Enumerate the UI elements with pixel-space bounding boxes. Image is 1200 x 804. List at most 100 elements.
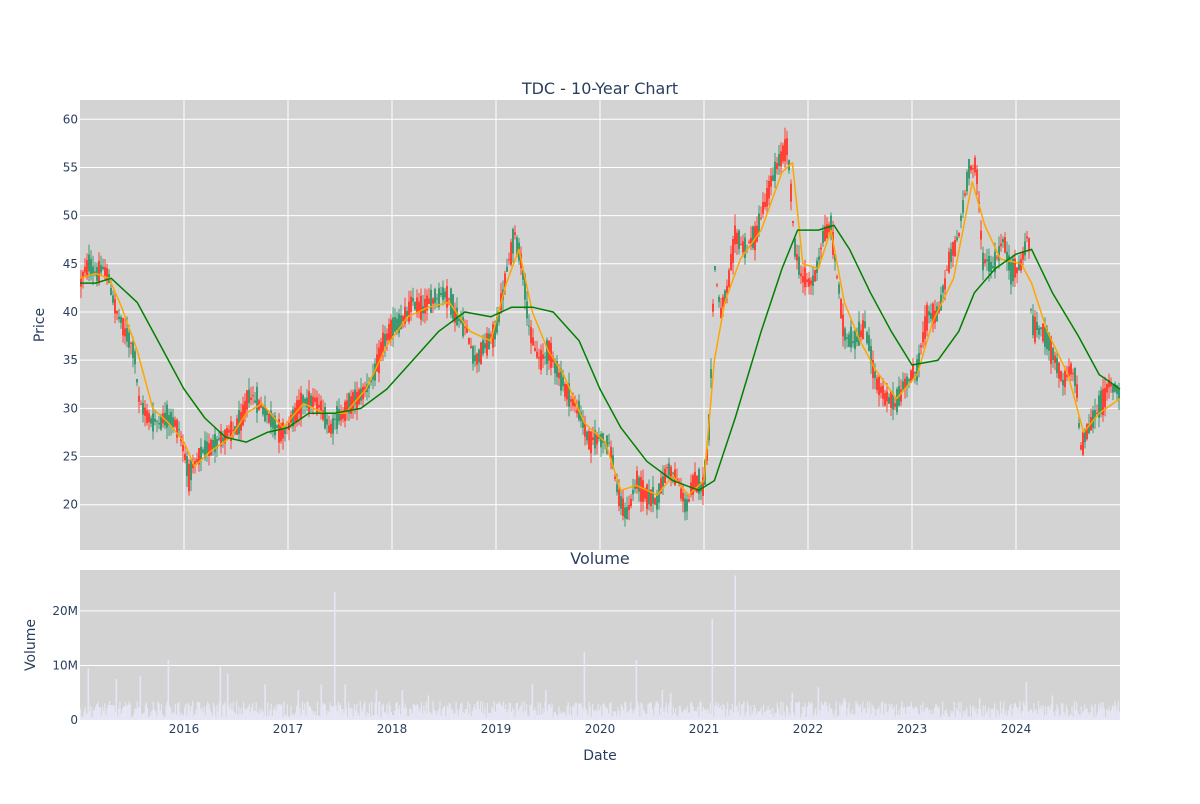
volume-bar [417, 704, 419, 720]
price-candle-body [570, 399, 572, 402]
price-candle-body [646, 484, 648, 510]
volume-bar [215, 716, 217, 720]
volume-bar [719, 707, 721, 720]
price-candle-body [166, 404, 168, 428]
volume-bar [520, 705, 522, 720]
volume-bar [869, 701, 871, 720]
volume-bar [1117, 701, 1119, 720]
price-candle-body [776, 162, 778, 170]
volume-bar [884, 703, 886, 720]
volume-bar [579, 703, 581, 720]
volume-bar [454, 713, 456, 720]
price-candle-body [1078, 422, 1080, 428]
volume-bar [675, 708, 677, 720]
volume-bar [727, 702, 729, 720]
volume-bar [205, 705, 208, 720]
volume-bar [1050, 704, 1052, 720]
volume-bar [331, 706, 334, 720]
volume-bar [960, 702, 962, 720]
volume-bar [717, 703, 720, 720]
volume-bar [275, 710, 277, 720]
price-candle-body [850, 326, 852, 348]
volume-bar [301, 701, 304, 720]
price-candle-body [82, 271, 84, 279]
price-candle-body [138, 395, 140, 402]
volume-bar [1076, 702, 1078, 720]
price-candle-body [208, 443, 210, 457]
volume-bar [1109, 711, 1111, 720]
volume-bar [987, 710, 989, 720]
price-candle-body [822, 231, 824, 243]
price-candle-body [144, 407, 146, 416]
volume-bar [413, 704, 416, 720]
price-candle-body [488, 333, 490, 350]
price-candle-body [594, 430, 596, 449]
volume-bar [1070, 714, 1072, 720]
price-candle-body [602, 433, 604, 443]
volume-bar [138, 706, 141, 720]
volume-bar [321, 705, 323, 720]
volume-bar [328, 711, 330, 720]
volume-bar [157, 701, 159, 720]
price-y-tick-label: 50 [63, 209, 78, 223]
price-candle-body [450, 288, 452, 315]
price-candle-body [840, 298, 842, 319]
price-candle-body [394, 316, 396, 332]
price-candle-body [948, 251, 950, 273]
price-candle-body [962, 200, 964, 213]
price-candle-body [310, 395, 312, 408]
price-candle-body [514, 232, 516, 235]
volume-bar [694, 710, 696, 720]
volume-bar [449, 703, 451, 720]
volume-bar [801, 713, 803, 720]
volume-bar [366, 712, 368, 720]
volume-bar [1081, 712, 1084, 720]
price-candle-body [456, 307, 458, 326]
price-candle-body [1004, 237, 1006, 253]
volume-bar [1013, 703, 1015, 720]
volume-bar [260, 712, 262, 720]
volume-bar [703, 709, 706, 720]
volume-bar [345, 707, 347, 720]
volume-bar [261, 708, 263, 720]
volume-bar [966, 707, 968, 720]
volume-bar [461, 702, 463, 720]
volume-bar [93, 710, 96, 720]
price-candle-body [712, 303, 714, 312]
volume-bar [606, 708, 609, 720]
volume-bar [96, 704, 98, 720]
volume-bar [797, 702, 799, 720]
volume-bar [903, 706, 906, 720]
volume-bar [439, 700, 441, 720]
volume-bar [1005, 710, 1007, 720]
volume-bar [916, 707, 918, 720]
price-candle-body [140, 403, 142, 405]
price-candle-body [624, 507, 626, 519]
price-candle-body [124, 328, 126, 337]
price-candle-body [250, 397, 252, 401]
volume-bar [522, 712, 524, 720]
price-candle-body [528, 325, 530, 327]
price-candle-body [628, 504, 630, 511]
volume-bar [111, 704, 113, 720]
volume-bar [249, 712, 252, 720]
volume-bar [787, 707, 789, 720]
price-candle-body [348, 393, 350, 414]
volume-bar [1095, 715, 1097, 720]
volume-bar [505, 704, 507, 720]
price-candle-body [314, 397, 316, 402]
price-candle-body [494, 324, 496, 340]
price-candle-body [230, 421, 232, 442]
volume-bar [552, 716, 554, 720]
price-candle-body [406, 310, 408, 317]
volume-bar [391, 715, 394, 720]
volume-bar [963, 713, 966, 720]
volume-bar [1098, 704, 1100, 720]
volume-bar [773, 716, 775, 720]
price-candle-body [418, 301, 420, 312]
volume-bar [401, 690, 404, 720]
volume-bar [690, 702, 692, 720]
volume-bar [1087, 712, 1089, 720]
price-candle-body [902, 381, 904, 390]
volume-bar [639, 716, 641, 720]
